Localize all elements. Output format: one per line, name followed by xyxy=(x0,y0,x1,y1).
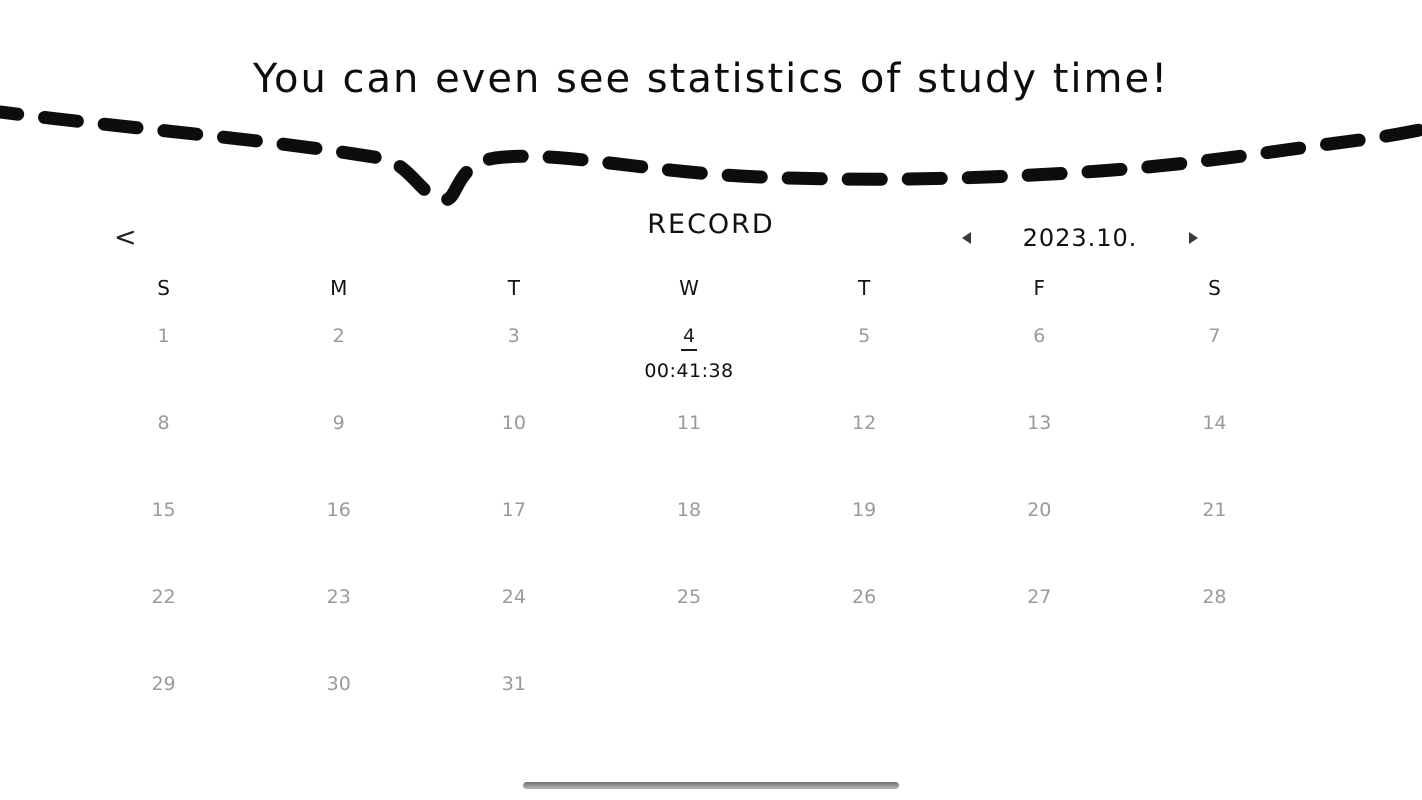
day-number: 20 xyxy=(1027,499,1052,521)
day-number: 30 xyxy=(326,673,351,695)
day-number: 22 xyxy=(151,586,176,608)
calendar-day[interactable]: 2 xyxy=(251,308,426,395)
calendar-day[interactable]: 23 xyxy=(251,569,426,656)
day-number: 19 xyxy=(852,499,877,521)
day-number: 23 xyxy=(326,586,351,608)
day-number: 18 xyxy=(676,499,702,521)
day-number: 26 xyxy=(852,586,877,608)
day-number: 13 xyxy=(1027,412,1052,434)
day-number: 27 xyxy=(1027,586,1052,608)
calendar-day[interactable]: 17 xyxy=(426,482,601,569)
calendar-day[interactable]: 27 xyxy=(952,569,1127,656)
day-number: 10 xyxy=(501,412,526,434)
calendar-day[interactable]: 20 xyxy=(952,482,1127,569)
day-header: T xyxy=(507,276,520,300)
calendar-day[interactable]: 6 xyxy=(952,308,1127,395)
calendar-day[interactable]: 31 xyxy=(426,656,601,743)
back-chevron-icon: < xyxy=(114,222,137,253)
back-button[interactable]: < xyxy=(106,220,145,255)
calendar-day[interactable]: 26 xyxy=(777,569,952,656)
calendar-day[interactable]: 3 xyxy=(426,308,601,395)
day-number: 24 xyxy=(501,586,526,608)
calendar-grid: S M T W T F S 1 2 3 4 00:41:38 5 6 7 8 9 10 11 12 13 14 15 16 17… xyxy=(76,268,1302,743)
calendar-day[interactable]: 28 xyxy=(1127,569,1302,656)
calendar-day[interactable]: 8 xyxy=(76,395,251,482)
dashed-divider-line xyxy=(0,105,1422,207)
page-title: RECORD xyxy=(647,209,775,240)
calendar-day[interactable]: 10 xyxy=(426,395,601,482)
day-number: 6 xyxy=(1033,325,1046,347)
day-number: 28 xyxy=(1202,586,1227,608)
day-number: 8 xyxy=(157,412,170,434)
month-label: 2023.10. xyxy=(1022,224,1138,252)
day-header: W xyxy=(679,276,699,300)
calendar-day[interactable]: 19 xyxy=(777,482,952,569)
calendar-day[interactable]: 7 xyxy=(1127,308,1302,395)
calendar-day[interactable]: 14 xyxy=(1127,395,1302,482)
calendar-day[interactable]: 1 xyxy=(76,308,251,395)
calendar-day[interactable]: 21 xyxy=(1127,482,1302,569)
day-header: S xyxy=(157,276,170,300)
selected-day-time: 00:41:38 xyxy=(644,359,734,382)
day-header: F xyxy=(1033,276,1046,300)
calendar-day[interactable]: 12 xyxy=(777,395,952,482)
day-number: 14 xyxy=(1202,412,1227,434)
day-header: T xyxy=(858,276,871,300)
calendar-day[interactable]: 30 xyxy=(251,656,426,743)
day-number: 31 xyxy=(501,673,526,695)
calendar-day[interactable]: 24 xyxy=(426,569,601,656)
calendar-day[interactable]: 18 xyxy=(601,482,776,569)
day-number: 9 xyxy=(332,412,345,434)
home-indicator[interactable] xyxy=(523,782,899,789)
calendar-day[interactable]: 15 xyxy=(76,482,251,569)
calendar-day[interactable]: 13 xyxy=(952,395,1127,482)
day-number: 1 xyxy=(157,325,170,347)
day-number: 4 xyxy=(680,325,698,351)
month-selector: 2023.10. xyxy=(962,224,1198,252)
next-month-icon[interactable] xyxy=(1189,232,1198,244)
day-number: 29 xyxy=(151,673,176,695)
calendar-day[interactable]: 9 xyxy=(251,395,426,482)
calendar-day[interactable]: 29 xyxy=(76,656,251,743)
day-number: 17 xyxy=(501,499,526,521)
calendar-day[interactable]: 25 xyxy=(601,569,776,656)
calendar-day[interactable]: 16 xyxy=(251,482,426,569)
day-number: 21 xyxy=(1202,499,1227,521)
tagline: You can even see statistics of study tim… xyxy=(252,56,1170,102)
day-number: 25 xyxy=(676,586,702,608)
day-number: 16 xyxy=(326,499,351,521)
calendar-day[interactable]: 5 xyxy=(777,308,952,395)
day-header: S xyxy=(1208,276,1221,300)
calendar-day[interactable]: 4 00:41:38 xyxy=(601,308,776,395)
day-number: 7 xyxy=(1208,325,1221,347)
day-number: 2 xyxy=(332,325,345,347)
prev-month-icon[interactable] xyxy=(962,232,971,244)
day-header: M xyxy=(330,276,348,300)
day-number: 12 xyxy=(852,412,877,434)
calendar-day[interactable]: 22 xyxy=(76,569,251,656)
calendar-day[interactable]: 11 xyxy=(601,395,776,482)
day-number: 11 xyxy=(676,412,702,434)
day-number: 15 xyxy=(151,499,176,521)
day-number: 3 xyxy=(507,325,520,347)
day-number: 5 xyxy=(858,325,871,347)
